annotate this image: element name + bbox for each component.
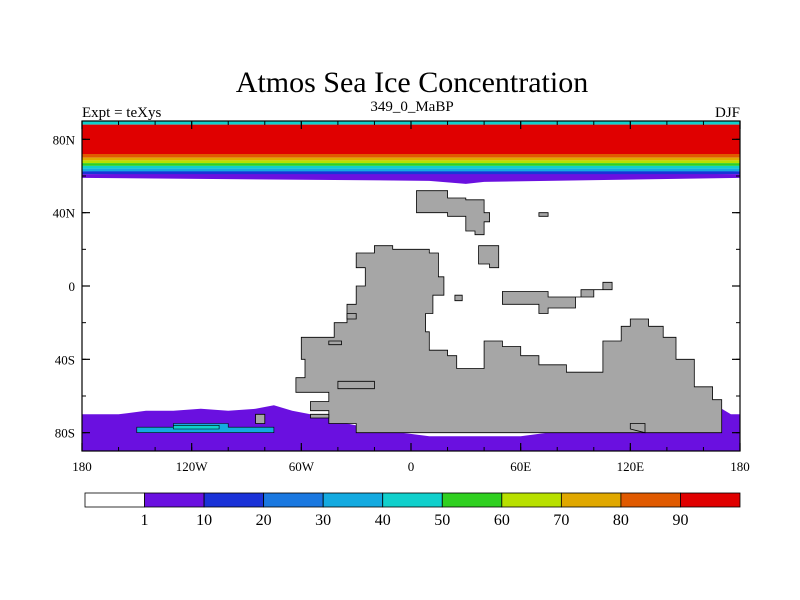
south-ice-inner — [173, 424, 220, 430]
colorbar-swatch — [680, 492, 741, 508]
x-tick-label: 60W — [289, 459, 315, 474]
north-ice-band — [82, 154, 740, 158]
land-mass — [346, 313, 357, 320]
north-ice-band — [82, 174, 740, 184]
land-mass — [538, 212, 549, 217]
chart-title: Atmos Sea Ice Concentration — [236, 66, 588, 99]
colorbar-swatch — [382, 492, 443, 508]
subtitle-center: 349_0_MaBP — [370, 99, 453, 115]
colorbar-label: 80 — [613, 512, 629, 529]
colorbar-swatch — [620, 492, 681, 508]
north-ice-band — [82, 163, 740, 166]
y-tick-label: 80N — [53, 132, 76, 147]
subtitle-right: DJF — [715, 105, 740, 121]
colorbar-swatch — [441, 492, 503, 508]
x-tick-label: 180 — [730, 459, 750, 474]
colorbar-label: 30 — [315, 512, 331, 529]
land-mass — [255, 413, 266, 424]
colorbar-swatch — [144, 492, 205, 508]
y-tick-label: 0 — [69, 279, 76, 294]
colorbar-label: 1 — [141, 512, 149, 529]
land-mass — [629, 423, 646, 434]
colorbar-label: 10 — [196, 512, 212, 529]
land-mass — [416, 190, 491, 236]
land-mass — [478, 245, 500, 269]
colorbar-label: 50 — [434, 512, 450, 529]
map-plot-area — [82, 121, 740, 451]
x-tick-label: 120E — [617, 459, 645, 474]
colorbar-swatch — [322, 492, 384, 508]
land-mass — [501, 281, 613, 314]
south-ice-region — [82, 401, 740, 451]
land-mass — [337, 380, 375, 390]
x-tick-label: 0 — [408, 459, 415, 474]
colorbar-swatch — [501, 492, 562, 508]
colorbar-label: 60 — [494, 512, 510, 529]
colorbar-label: 70 — [553, 512, 569, 529]
colorbar-swatch — [263, 492, 324, 508]
colorbar-swatch — [84, 492, 145, 508]
north-ice-band — [82, 160, 740, 164]
north-ice-band — [82, 157, 740, 161]
map-axes: 180 120W 60W 0 60E 120E 180 80N 40N 0 40S 80S — [53, 120, 750, 474]
land-mass — [328, 340, 342, 346]
north-ice-band — [82, 165, 740, 169]
colorbar-label: 90 — [672, 512, 688, 529]
y-tick-label: 40S — [55, 352, 75, 367]
subtitle-left: Expt = teXys — [82, 105, 161, 121]
colorbar-label: 40 — [375, 512, 391, 529]
x-tick-label: 120W — [176, 459, 209, 474]
land-mass — [310, 413, 330, 419]
land-mass — [295, 245, 723, 434]
colorbar-label: 20 — [256, 512, 272, 529]
colorbar-swatch — [560, 492, 622, 508]
y-tick-label: 80S — [55, 426, 75, 441]
y-tick-label: 40N — [53, 206, 76, 221]
x-tick-label: 60E — [510, 459, 531, 474]
colorbar: 1 10 20 30 40 50 60 70 80 90 — [84, 492, 741, 529]
land-mass — [454, 294, 463, 302]
north-ice-band — [82, 124, 740, 154]
colorbar-swatch — [203, 492, 265, 508]
x-tick-label: 180 — [72, 459, 92, 474]
